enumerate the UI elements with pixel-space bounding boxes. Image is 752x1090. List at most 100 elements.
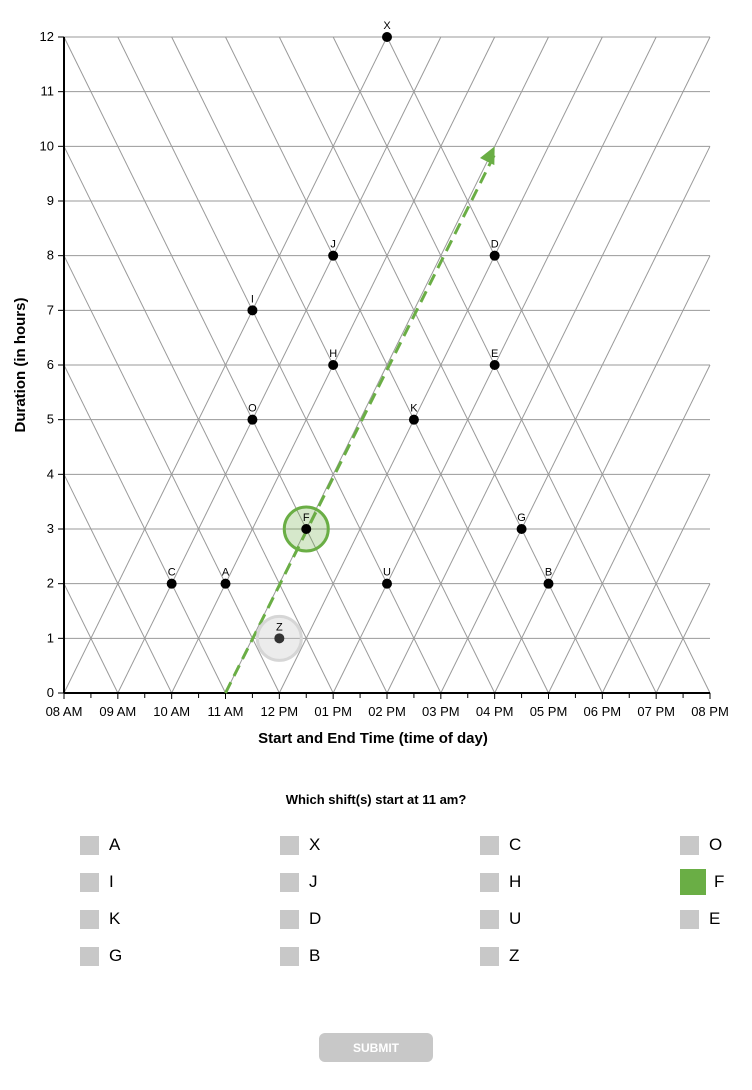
grid-line-end: [63, 255, 280, 694]
option-c[interactable]: C: [480, 833, 680, 857]
y-tick-label: 7: [47, 302, 54, 317]
option-g[interactable]: G: [80, 944, 280, 968]
data-point-x[interactable]: [382, 32, 392, 42]
data-point-b[interactable]: [543, 578, 554, 589]
checkbox[interactable]: [80, 872, 99, 892]
option-e[interactable]: E: [680, 907, 730, 931]
x-tick-label: 09 AM: [99, 704, 136, 719]
question-text: Which shift(s) start at 11 am?: [285, 792, 467, 807]
option-x[interactable]: X: [280, 833, 480, 857]
grid-line-end: [63, 36, 388, 694]
option-label: E: [709, 909, 721, 928]
guide-line-layer: [224, 146, 497, 694]
option-label: O: [709, 835, 723, 854]
x-tick-label: 07 PM: [637, 704, 675, 719]
y-tick-label: 9: [47, 193, 54, 208]
grid-line-end: [386, 36, 711, 694]
option-label: A: [109, 835, 121, 854]
option-d[interactable]: D: [280, 907, 480, 931]
point-label-u: U: [383, 567, 391, 579]
option-h[interactable]: H: [480, 870, 680, 894]
checkbox[interactable]: [280, 946, 299, 966]
option-j[interactable]: J: [280, 870, 480, 894]
data-point-j[interactable]: [328, 250, 339, 261]
data-points: X J D I H E O K F G C A U B Z: [166, 20, 554, 662]
option-z[interactable]: Z: [480, 944, 680, 968]
checkbox[interactable]: [680, 835, 699, 855]
y-tick-label: 10: [40, 138, 54, 153]
submit-button[interactable]: SUBMIT: [319, 1033, 433, 1062]
x-tick-label: 04 PM: [476, 704, 514, 719]
option-f[interactable]: F: [680, 869, 730, 895]
y-tick-label: 11: [41, 84, 55, 99]
option-label: Z: [509, 946, 520, 965]
option-u[interactable]: U: [480, 907, 680, 931]
point-label-e: E: [491, 348, 498, 360]
y-tick-label: 8: [47, 248, 54, 263]
option-label: G: [109, 946, 123, 965]
checkbox[interactable]: [80, 909, 99, 929]
data-point-f[interactable]: [301, 524, 312, 534]
point-label-k: K: [410, 403, 418, 415]
point-label-i: I: [251, 293, 254, 305]
answer-options: A X C O I J H F K D U E G B Z: [80, 833, 730, 981]
checkbox[interactable]: [80, 835, 99, 855]
point-label-b: B: [545, 567, 552, 579]
checkbox[interactable]: [280, 909, 299, 929]
option-label: K: [109, 909, 121, 928]
guide-arrowhead: [479, 146, 495, 166]
point-label-a: A: [222, 567, 230, 579]
data-point-i[interactable]: [247, 305, 258, 316]
y-axis-title: Duration (in hours): [12, 298, 29, 433]
point-label-o: O: [248, 403, 257, 415]
data-point-a[interactable]: [220, 578, 231, 589]
x-tick-label: 05 PM: [530, 704, 568, 719]
option-label: X: [309, 835, 321, 854]
data-point-d[interactable]: [489, 250, 500, 261]
data-point-z[interactable]: [274, 633, 285, 644]
option-i[interactable]: I: [80, 870, 280, 894]
option-k[interactable]: K: [80, 907, 280, 931]
option-label: B: [309, 946, 321, 965]
data-point-k[interactable]: [408, 414, 419, 425]
y-tick-label: 6: [47, 357, 54, 372]
point-label-d: D: [491, 239, 499, 251]
data-point-u[interactable]: [382, 578, 392, 589]
data-point-g[interactable]: [516, 524, 527, 534]
data-point-e[interactable]: [489, 360, 500, 370]
checkbox[interactable]: [280, 835, 299, 855]
data-point-h[interactable]: [328, 360, 339, 370]
option-label: C: [509, 835, 522, 854]
checkbox[interactable]: [80, 946, 99, 966]
checkbox[interactable]: [480, 872, 499, 892]
x-tick-label: 08 AM: [46, 704, 83, 719]
y-tick-label: 0: [47, 685, 54, 700]
x-tick-label: 10 AM: [153, 704, 190, 719]
data-point-c[interactable]: [166, 578, 177, 589]
checkbox[interactable]: [480, 835, 499, 855]
option-label: U: [509, 909, 522, 928]
data-point-o[interactable]: [247, 414, 258, 425]
option-b[interactable]: B: [280, 944, 480, 968]
checkbox[interactable]: [480, 909, 499, 929]
point-label-g: G: [517, 512, 526, 524]
option-label: H: [509, 872, 522, 891]
point-label-x: X: [383, 20, 391, 32]
y-tick-label: 2: [47, 576, 54, 591]
x-tick-label: 11 AM: [208, 704, 244, 719]
checkbox[interactable]: [280, 872, 299, 892]
checkbox[interactable]: [680, 909, 699, 929]
option-o[interactable]: O: [680, 833, 730, 857]
checkbox[interactable]: [680, 869, 706, 895]
y-tick-label: 1: [47, 630, 54, 645]
checkbox[interactable]: [480, 946, 499, 966]
x-tick-label: 08 PM: [691, 704, 729, 719]
point-label-z: Z: [276, 621, 283, 633]
x-tick-label: 06 PM: [584, 704, 622, 719]
option-a[interactable]: A: [80, 833, 280, 857]
grid-line-end: [225, 36, 549, 694]
y-tick-label: 5: [47, 412, 54, 427]
chart-grid: [63, 36, 711, 694]
